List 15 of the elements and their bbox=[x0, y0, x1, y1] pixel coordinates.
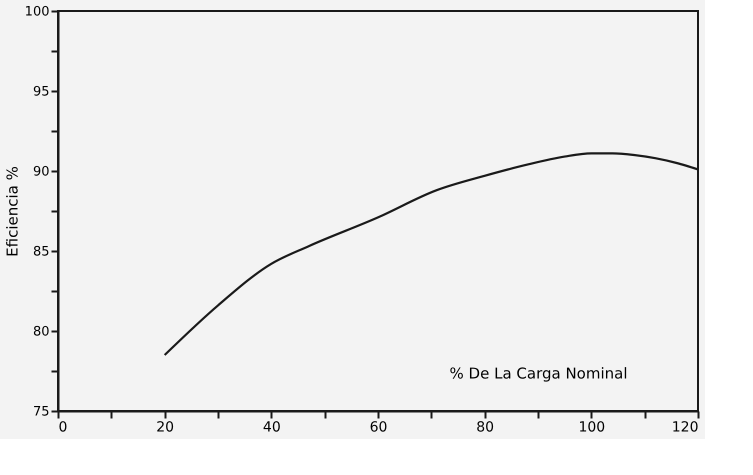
x-tick-label: 0 bbox=[58, 420, 68, 436]
x-tick-label: 60 bbox=[370, 420, 388, 436]
y-tick-label: 75 bbox=[32, 404, 50, 420]
y-tick-label: 90 bbox=[32, 164, 50, 180]
y-tick-label: 100 bbox=[24, 4, 50, 20]
x-tick-label: 80 bbox=[476, 420, 494, 436]
y-tick-label: 85 bbox=[32, 244, 50, 260]
x-tick-label: 20 bbox=[156, 420, 174, 436]
y-tick-label: 80 bbox=[32, 324, 50, 340]
x-axis-title: % De La Carga Nominal bbox=[450, 364, 628, 382]
x-tick-label: 40 bbox=[262, 420, 281, 436]
x-tick-label: 100 bbox=[578, 420, 606, 436]
y-axis-title: Eficiencia % bbox=[4, 166, 22, 257]
y-tick-label: 95 bbox=[32, 84, 50, 100]
x-tick-label: 120 bbox=[672, 420, 698, 436]
